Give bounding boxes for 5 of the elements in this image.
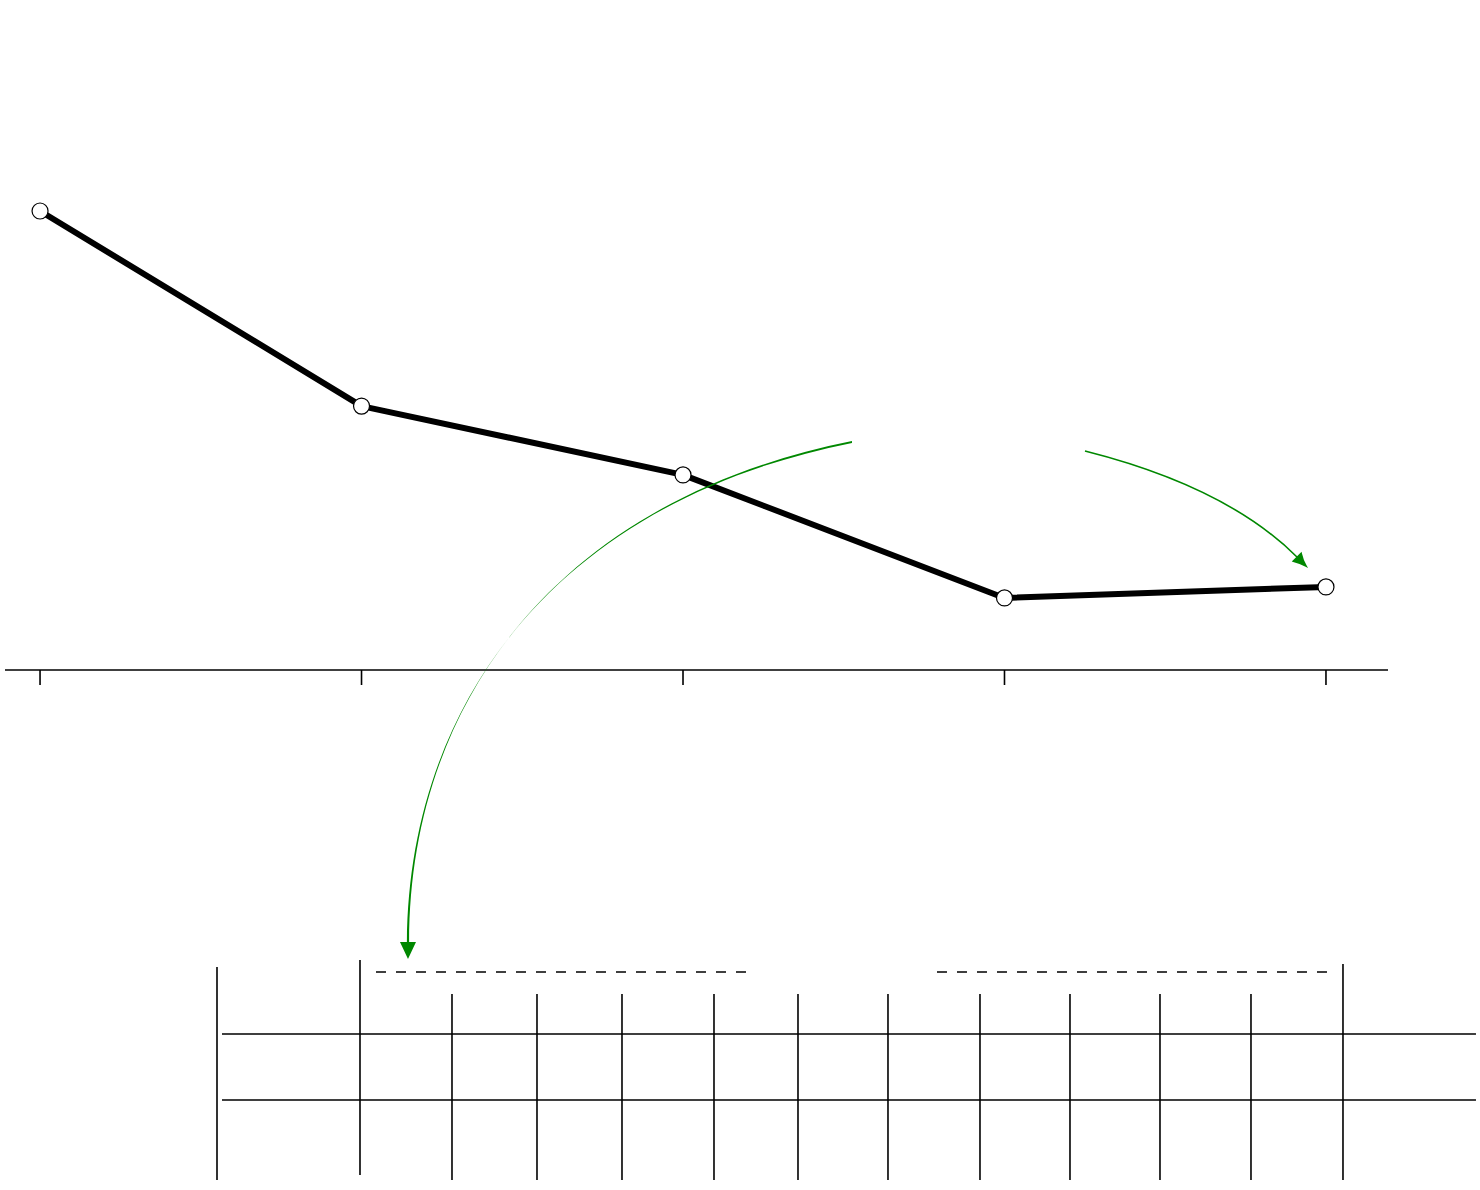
point bbox=[1317, 578, 1335, 596]
point bbox=[995, 589, 1014, 607]
point bbox=[674, 466, 692, 484]
point bbox=[31, 202, 49, 220]
point bbox=[352, 397, 371, 415]
